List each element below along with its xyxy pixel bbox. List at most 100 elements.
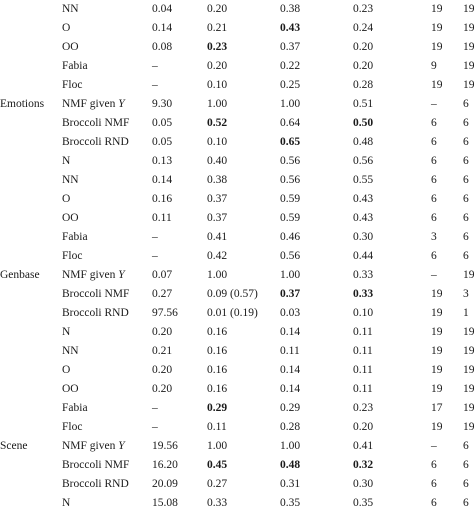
count-b-cell: 6 (463, 231, 469, 243)
time-cell: 20.09 (152, 478, 178, 490)
method-cell: Floc (62, 247, 82, 266)
metric-b-cell: 0.43 (280, 22, 301, 34)
method-label: Broccoli NMF (62, 117, 130, 129)
method-label: Floc (62, 250, 83, 262)
metric-a-cell: 0.16 (207, 364, 228, 376)
method-label: Fabia (62, 402, 88, 414)
count-b-cell: 19 (463, 269, 474, 281)
metric-a-cell: 0.11 (207, 421, 227, 433)
metric-b-cell: 0.11 (280, 345, 300, 357)
metric-a-cell: 0.01 (0.19) (207, 307, 258, 319)
table-row: Floc – 0.42 0.56 0.44 6 6 (0, 247, 474, 266)
table-row: Genbase NMF given Y 0.07 1.00 1.00 0.33 – 19 (0, 266, 474, 285)
metric-a-cell: 0.16 (207, 383, 228, 395)
method-cell: N (62, 323, 70, 342)
metric-b-cell: 0.48 (280, 459, 301, 471)
metric-c-cell: 0.23 (353, 402, 374, 414)
metric-c-cell: 0.11 (353, 364, 373, 376)
count-b-cell: 3 (463, 288, 469, 300)
metric-a-cell: 0.41 (207, 231, 228, 243)
count-a-cell: – (431, 98, 437, 110)
method-cell: O (62, 361, 70, 380)
count-b-cell: 6 (463, 174, 469, 186)
metric-c-cell: 0.35 (353, 497, 374, 509)
count-a-cell: – (431, 269, 437, 281)
method-variable: Y (118, 98, 125, 110)
metric-a-cell: 0.16 (207, 345, 228, 357)
metric-c-cell: 0.20 (353, 421, 374, 433)
metric-c-cell: 0.48 (353, 136, 374, 148)
table-row: Broccoli NMF 0.27 0.09 (0.57) 0.37 0.33 19 3 (0, 285, 474, 304)
count-b-cell: 19 (463, 326, 474, 338)
method-cell: Broccoli RND (62, 133, 129, 152)
table-row: OO 0.11 0.37 0.59 0.43 6 6 (0, 209, 474, 228)
count-a-cell: 17 (431, 402, 443, 414)
metric-a-cell: 0.33 (207, 497, 228, 509)
metric-c-cell: 0.55 (353, 174, 374, 186)
method-label: Broccoli RND (62, 478, 129, 490)
count-b-cell: 19 (463, 345, 474, 357)
table-row: Emotions NMF given Y 9.30 1.00 1.00 0.51 – 6 (0, 95, 474, 114)
count-a-cell: 19 (431, 288, 443, 300)
time-cell: – (152, 231, 158, 243)
method-label: Broccoli NMF (62, 288, 130, 300)
method-label: NMF given (62, 269, 119, 281)
metric-b-cell: 0.65 (280, 136, 301, 148)
method-cell: N (62, 152, 70, 171)
count-b-cell: 6 (463, 250, 469, 262)
method-label: NN (62, 345, 79, 357)
metric-c-cell: 0.11 (353, 326, 373, 338)
metric-c-cell: 0.28 (353, 79, 374, 91)
table-row: Broccoli NMF 0.05 0.52 0.64 0.50 6 6 (0, 114, 474, 133)
count-b-cell: 19 (463, 364, 474, 376)
method-cell: NN (62, 171, 79, 190)
metric-c-cell: 0.44 (353, 250, 374, 262)
method-label: Fabia (62, 60, 88, 72)
method-cell: Broccoli NMF (62, 285, 129, 304)
dataset-cell: Scene (0, 440, 28, 452)
count-b-cell: 6 (463, 478, 469, 490)
method-label: Floc (62, 79, 83, 91)
metric-b-cell: 0.22 (280, 60, 301, 72)
metric-b-cell: 0.37 (280, 288, 301, 300)
count-b-cell: 6 (463, 136, 469, 148)
table-row: Broccoli RND 20.09 0.27 0.31 0.30 6 6 (0, 475, 474, 494)
table-row: Fabia – 0.20 0.22 0.20 9 19 (0, 57, 474, 76)
time-cell: 0.20 (152, 383, 173, 395)
metric-c-cell: 0.20 (353, 60, 374, 72)
table-row: NN 0.04 0.20 0.38 0.23 19 19 (0, 0, 474, 19)
count-b-cell: 6 (463, 459, 469, 471)
count-b-cell: 19 (463, 60, 474, 72)
metric-a-cell: 0.16 (207, 326, 228, 338)
method-label: O (62, 364, 71, 376)
metric-b-cell: 0.56 (280, 250, 301, 262)
method-label: Broccoli RND (62, 307, 129, 319)
time-cell: 19.56 (152, 440, 178, 452)
metric-a-cell: 0.27 (207, 478, 228, 490)
count-a-cell: 6 (431, 136, 437, 148)
metric-a-cell: 0.21 (207, 22, 228, 34)
table-row: O 0.20 0.16 0.14 0.11 19 19 (0, 361, 474, 380)
table-row: Broccoli NMF 16.20 0.45 0.48 0.32 6 6 (0, 456, 474, 475)
metric-c-cell: 0.56 (353, 155, 374, 167)
time-cell: 0.13 (152, 155, 173, 167)
method-cell: Broccoli NMF (62, 456, 129, 475)
method-label: N (62, 326, 71, 338)
method-cell: N (62, 494, 70, 513)
count-b-cell: 6 (463, 98, 469, 110)
method-cell: Broccoli RND (62, 304, 129, 323)
metric-c-cell: 0.43 (353, 212, 374, 224)
method-cell: Broccoli RND (62, 475, 129, 494)
count-a-cell: 19 (431, 364, 443, 376)
count-b-cell: 6 (463, 440, 469, 452)
metric-a-cell: 0.40 (207, 155, 228, 167)
metric-c-cell: 0.30 (353, 478, 374, 490)
count-a-cell: 6 (431, 459, 437, 471)
metric-a-cell: 0.10 (207, 136, 228, 148)
metric-b-cell: 0.25 (280, 79, 301, 91)
time-cell: 0.21 (152, 345, 173, 357)
time-cell: 0.05 (152, 117, 173, 129)
time-cell: – (152, 79, 158, 91)
metric-c-cell: 0.41 (353, 440, 374, 452)
method-cell: Fabia (62, 228, 88, 247)
